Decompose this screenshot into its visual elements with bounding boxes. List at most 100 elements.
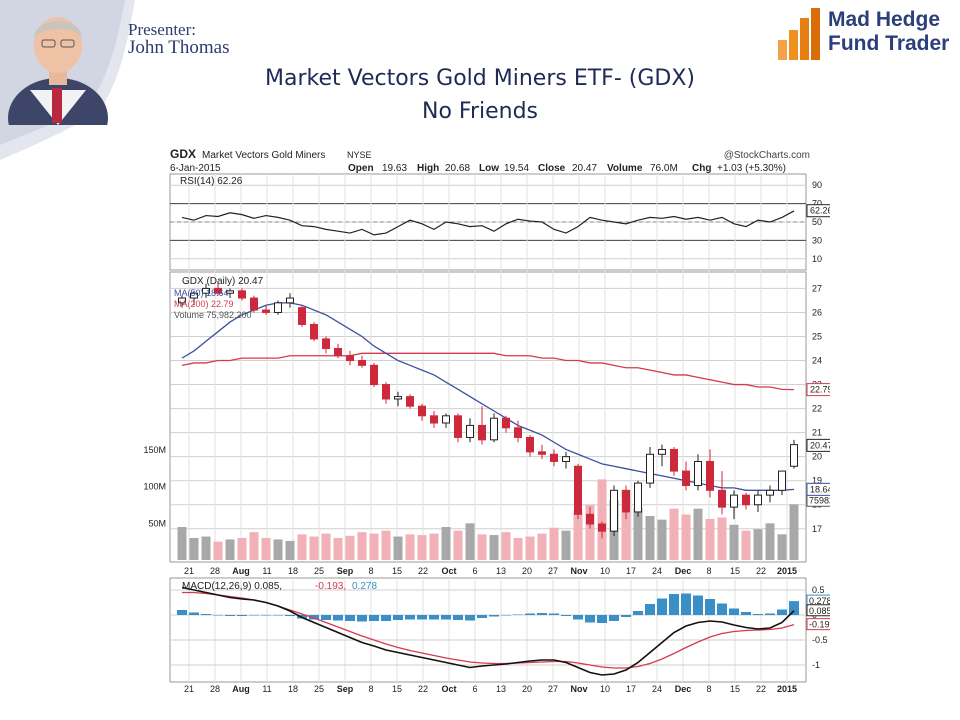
chg-value: +1.03 (+5.30%) xyxy=(717,163,786,174)
volume-bar xyxy=(465,523,475,560)
rsi-tick-label: 70 xyxy=(812,199,822,209)
macd-histogram-bar xyxy=(717,603,727,615)
candle-down xyxy=(430,415,438,424)
chart-symbol: GDX xyxy=(170,147,196,161)
macd-signal-tag-label: -0.193 xyxy=(809,620,830,630)
x-axis-label-bottom: Dec xyxy=(675,684,692,694)
ma200-legend: MA(200) 22.79 xyxy=(174,299,234,309)
volume-bar xyxy=(225,539,235,560)
volume-bar xyxy=(573,510,583,560)
volume-tick-label: 150M xyxy=(143,445,166,455)
macd-histogram-bar xyxy=(597,615,607,623)
macd-tick-label: -0.5 xyxy=(812,635,828,645)
macd-legend-signal: -0.193, xyxy=(315,581,346,592)
x-axis-label: 21 xyxy=(184,566,194,576)
price-tick-label: 20 xyxy=(812,452,822,462)
macd-histogram-bar xyxy=(705,599,715,615)
candle-up xyxy=(766,489,774,496)
macd-histogram-bar xyxy=(321,615,331,620)
macd-histogram-bar xyxy=(381,615,391,621)
volume-bar xyxy=(597,479,607,560)
volume-bar xyxy=(525,536,535,560)
candle-down xyxy=(514,427,522,438)
open-value: 19.63 xyxy=(382,163,407,174)
price-tick-label: 24 xyxy=(812,356,822,366)
candle-up xyxy=(634,482,642,513)
volume-bar xyxy=(213,541,223,560)
macd-histogram-bar xyxy=(417,615,427,620)
macd-histogram-bar xyxy=(525,613,535,615)
candle-down xyxy=(322,338,330,350)
candle-down xyxy=(478,424,486,441)
x-axis-label-bottom: 8 xyxy=(368,684,373,694)
x-axis-label: Sep xyxy=(337,566,354,576)
macd-signal-tag xyxy=(806,618,830,631)
macd-legend-main: MACD(12,26,9) 0.085, xyxy=(182,581,282,592)
volume-bar xyxy=(357,532,367,560)
macd-histogram-bar xyxy=(189,612,199,615)
ma200-line xyxy=(181,352,795,391)
candle-down xyxy=(262,309,270,313)
macd-histogram-bar xyxy=(345,615,355,621)
x-axis-label: 6 xyxy=(472,566,477,576)
macd-histogram-bar xyxy=(765,613,775,615)
candle-up xyxy=(730,494,738,508)
high-value: 20.68 xyxy=(445,163,470,174)
x-axis-label: 15 xyxy=(730,566,740,576)
volume-bar xyxy=(633,508,643,560)
macd-histogram-bar xyxy=(453,615,463,620)
volume-layer xyxy=(177,479,799,560)
candle-down xyxy=(550,453,558,462)
x-axis-label: 8 xyxy=(706,566,711,576)
x-axis-label-bottom: Sep xyxy=(337,684,354,694)
macd-histogram-bar xyxy=(753,614,763,615)
macd-histogram-bar xyxy=(693,595,703,615)
x-axis-label-bottom: 28 xyxy=(210,684,220,694)
logo-line1: Mad Hedge xyxy=(828,8,941,31)
volume-bar xyxy=(249,532,259,560)
x-axis-label: 27 xyxy=(548,566,558,576)
volume-bar xyxy=(405,534,415,560)
volume-bar xyxy=(789,504,799,560)
macd-histogram-bar xyxy=(429,615,439,620)
volume-bar xyxy=(261,538,271,560)
logo-line2: Fund Trader xyxy=(828,32,950,55)
candle-up xyxy=(178,297,186,304)
close-label: Close xyxy=(538,163,566,174)
macd-histogram-bar xyxy=(681,593,691,615)
macd-histogram-bar xyxy=(513,614,523,615)
macd-panel xyxy=(169,577,807,683)
candle-down xyxy=(502,417,510,429)
macd-histogram-bar xyxy=(501,615,511,616)
volume-bar xyxy=(681,514,691,560)
macd-histogram-bar xyxy=(273,615,283,616)
x-axis-label-bottom: 27 xyxy=(548,684,558,694)
chart-instrument-name: Market Vectors Gold Miners xyxy=(202,150,325,161)
candle-down xyxy=(418,405,426,417)
chart-source: @StockCharts.com xyxy=(724,150,810,161)
volume-bar xyxy=(189,538,199,560)
candle-down xyxy=(370,364,378,386)
x-axis-label: 25 xyxy=(314,566,324,576)
rsi-legend: RSI(14) 62.26 xyxy=(180,176,243,187)
macd-histogram-bar xyxy=(729,608,739,615)
macd-histogram-bar xyxy=(741,612,751,615)
macd-histogram-bar xyxy=(285,615,295,616)
macd-histogram-bar xyxy=(585,615,595,623)
candle-up xyxy=(490,417,498,441)
open-label: Open xyxy=(348,163,374,174)
x-axis-label: 22 xyxy=(418,566,428,576)
x-axis-label-bottom: 22 xyxy=(418,684,428,694)
volume-tick-label: 50M xyxy=(148,518,166,528)
price-tick-label: 17 xyxy=(812,524,822,534)
candle-down xyxy=(670,448,678,472)
macd-histogram-bar xyxy=(549,613,559,615)
x-axis-label: 17 xyxy=(626,566,636,576)
price-tick-label: 26 xyxy=(812,307,822,317)
candle-up xyxy=(658,448,666,455)
candle-down xyxy=(238,290,246,299)
candle-down xyxy=(742,494,750,506)
price-tick-label: 25 xyxy=(812,331,822,341)
stock-chart: GDX Market Vectors Gold Miners NYSE @Sto… xyxy=(140,140,830,695)
x-axis-label: 20 xyxy=(522,566,532,576)
